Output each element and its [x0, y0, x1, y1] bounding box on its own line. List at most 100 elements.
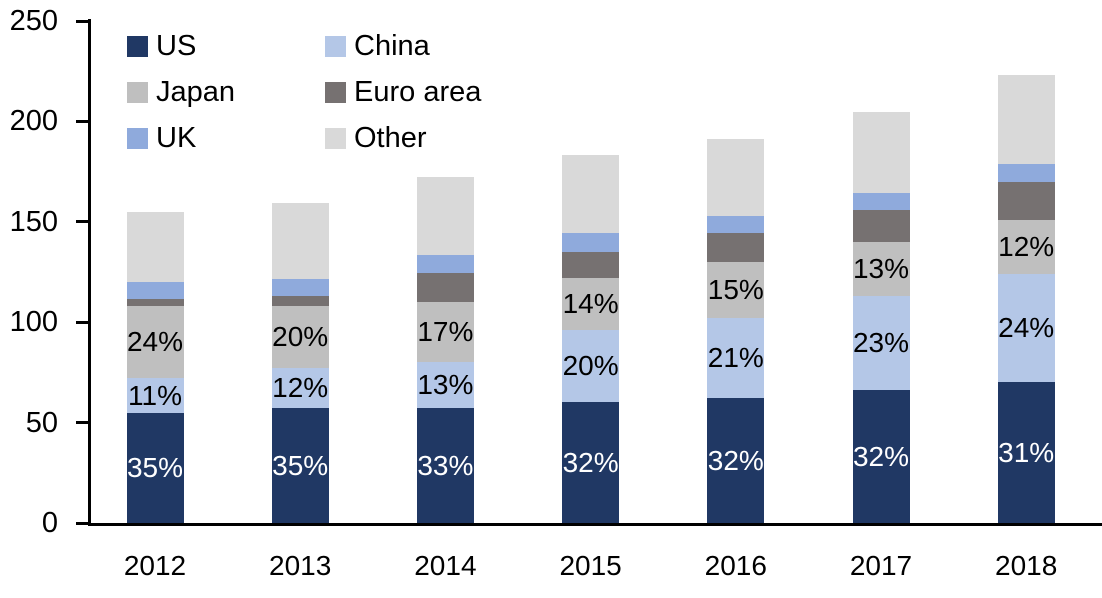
x-tick-label-2015: 2015 [559, 550, 622, 581]
segment-label-us-2018: 31% [998, 436, 1055, 468]
segment-label-china-2014: 13% [417, 369, 474, 401]
segment-label-us-2013: 35% [272, 449, 329, 481]
x-tick-label-2017: 2017 [849, 550, 913, 581]
bar-segment-japan-2016: 15% [707, 261, 765, 319]
bar-segment-japan-2015: 14% [562, 277, 620, 331]
bar-segment-china-2014: 13% [416, 362, 474, 409]
y-tick-label-100: 100 [9, 306, 58, 339]
legend-item-china: China [325, 32, 481, 61]
bar-segment-euro-area-2012 [126, 299, 184, 307]
x-tick-label-2016: 2016 [704, 550, 767, 581]
legend-item-euro-area: Euro area [325, 78, 481, 107]
y-tick-mark-50 [76, 421, 89, 425]
bar-segment-us-2013: 35% [271, 408, 329, 523]
segment-label-china-2018: 24% [998, 312, 1055, 344]
legend-swatch-icon-us [127, 36, 148, 57]
y-tick-mark-150 [76, 220, 89, 224]
segment-label-china-2015: 20% [562, 350, 619, 382]
bar-segment-china-2015: 20% [562, 330, 620, 403]
bar-segment-other-2012 [126, 211, 184, 283]
legend-label-china: China [354, 30, 430, 62]
y-tick-label-0: 0 [41, 507, 58, 539]
bar-segment-china-2012: 11% [126, 378, 184, 413]
legend-label-us: US [156, 30, 197, 62]
bar-segment-china-2016: 21% [707, 318, 765, 399]
legend-swatch-icon-japan [127, 82, 148, 103]
segment-label-us-2015: 32% [562, 446, 619, 478]
y-tick-mark-200 [76, 119, 89, 123]
x-tick-label-2013: 2013 [269, 550, 332, 581]
bar-segment-euro-area-2016 [707, 232, 765, 262]
bar-2014: 17% 13% 33% [416, 176, 474, 523]
legend-item-uk: UK [127, 124, 325, 153]
legend-label-euro-area: Euro area [354, 76, 482, 108]
y-axis-line [88, 19, 91, 526]
segment-label-us-2017: 32% [852, 440, 910, 472]
segment-label-us-2014: 33% [417, 449, 474, 481]
segment-label-us-2012: 35% [126, 451, 184, 483]
bar-segment-uk-2018 [997, 163, 1055, 182]
bar-segment-other-2014 [416, 176, 474, 255]
bar-segment-japan-2018: 12% [997, 219, 1055, 275]
bar-segment-other-2017 [852, 112, 910, 193]
bar-2017: 13% 23% 32% [852, 112, 910, 523]
legend-label-other: Other [354, 122, 427, 154]
bar-2013: 20% 12% 35% [271, 202, 329, 523]
bar-segment-us-2016: 32% [707, 398, 765, 523]
segment-label-china-2012: 11% [128, 379, 182, 411]
legend-item-other: Other [325, 124, 481, 153]
bar-segment-china-2017: 23% [852, 296, 910, 391]
y-tick-label-200: 200 [9, 105, 58, 138]
legend-swatch-icon-uk [127, 128, 148, 149]
bar-2016: 15% 21% 32% [707, 138, 765, 524]
bar-segment-uk-2017 [852, 192, 910, 210]
x-tick-label-2012: 2012 [123, 550, 187, 581]
legend-item-japan: Japan [127, 78, 325, 107]
bar-segment-euro-area-2013 [271, 296, 329, 307]
bar-segment-china-2013: 12% [271, 368, 329, 409]
segment-label-china-2016: 21% [707, 342, 764, 374]
segment-label-japan-2013: 20% [272, 321, 329, 353]
segment-label-japan-2014: 17% [417, 316, 474, 348]
segment-label-china-2017: 23% [852, 327, 910, 359]
bar-segment-uk-2016 [707, 215, 765, 233]
bar-segment-euro-area-2014 [416, 272, 474, 303]
y-tick-mark-0 [76, 521, 89, 525]
bar-segment-us-2015: 32% [562, 402, 620, 523]
bar-segment-us-2012: 35% [126, 412, 184, 523]
x-tick-label-2018: 2018 [995, 550, 1058, 581]
bar-segment-other-2015 [562, 154, 620, 233]
bar-segment-japan-2012: 24% [126, 306, 184, 379]
bar-segment-uk-2014 [416, 254, 474, 273]
bar-segment-euro-area-2017 [852, 209, 910, 242]
x-axis-line [88, 523, 1102, 526]
bar-segment-euro-area-2015 [562, 251, 620, 278]
segment-label-us-2016: 32% [707, 444, 764, 476]
segment-label-japan-2016: 15% [707, 274, 764, 306]
bar-segment-uk-2013 [271, 278, 329, 297]
legend-swatch-icon-china [325, 36, 346, 57]
bar-2015: 14% 20% 32% [562, 154, 620, 524]
segment-label-japan-2015: 14% [562, 288, 619, 320]
legend-label-uk: UK [156, 122, 197, 154]
y-tick-label-250: 250 [9, 5, 58, 37]
bar-segment-china-2018: 24% [997, 274, 1055, 383]
y-tick-mark-250 [76, 19, 89, 23]
bar-2018: 12% 24% 31% [997, 75, 1055, 523]
legend-swatch-icon-other [325, 128, 346, 149]
bar-segment-other-2018 [997, 75, 1055, 164]
bar-segment-japan-2014: 17% [416, 302, 474, 363]
x-tick-label-2014: 2014 [414, 550, 477, 581]
bar-segment-other-2013 [271, 202, 329, 279]
bar-segment-us-2014: 33% [416, 408, 474, 523]
legend-item-us: US [127, 32, 325, 61]
bar-segment-other-2016 [707, 138, 765, 216]
y-tick-mark-100 [76, 320, 89, 324]
y-tick-label-150: 150 [9, 205, 58, 238]
bar-segment-us-2017: 32% [852, 390, 910, 523]
bar-segment-euro-area-2018 [997, 181, 1055, 220]
bar-segment-us-2018: 31% [997, 382, 1055, 523]
bar-segment-uk-2012 [126, 282, 184, 300]
bar-segment-japan-2013: 20% [271, 306, 329, 369]
